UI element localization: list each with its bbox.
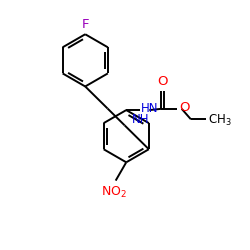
Text: O: O — [157, 75, 168, 88]
Text: O: O — [179, 100, 190, 114]
Text: NH: NH — [132, 113, 150, 126]
Text: NO$_2$: NO$_2$ — [102, 185, 128, 200]
Text: CH$_3$: CH$_3$ — [208, 113, 231, 128]
Text: F: F — [82, 18, 89, 30]
Text: HN: HN — [141, 102, 159, 115]
